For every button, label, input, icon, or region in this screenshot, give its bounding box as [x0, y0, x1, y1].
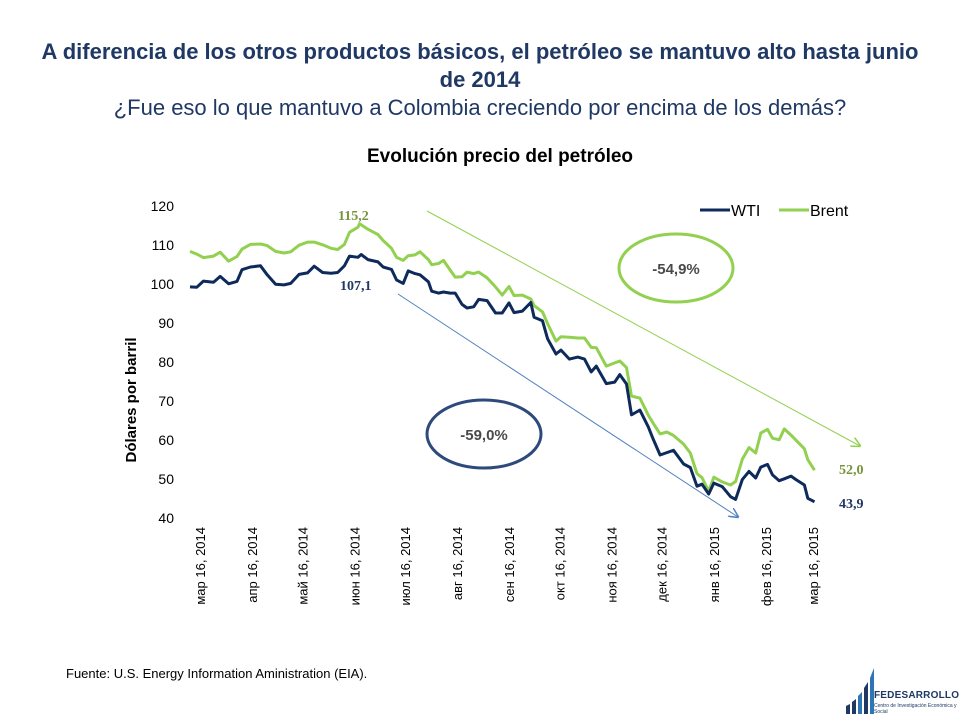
legend-label-brent: Brent	[810, 203, 849, 220]
wti-change-label: -59,0%	[460, 427, 508, 444]
x-tick-label: июн 16, 2014	[348, 527, 363, 605]
x-tick-label: июл 16, 2014	[398, 527, 413, 606]
series-line-wti	[189, 253, 816, 504]
brent-change-label: -54,9%	[652, 261, 700, 278]
wti-end-label: 43,9	[839, 497, 864, 512]
x-tick-label: фев 16, 2015	[759, 527, 774, 606]
slide-subtitle: ¿Fue eso lo que mantuvo a Colombia creci…	[113, 95, 847, 120]
x-tick-label: мар 16, 2015	[806, 527, 821, 605]
chart-title: Evolución precio del petróleo	[366, 146, 634, 167]
y-tick-label: 70	[158, 393, 174, 409]
y-tick-label: 100	[151, 276, 175, 292]
brent-trend-arrow	[426, 210, 860, 446]
source-note: Fuente: U.S. Energy Information Aministr…	[66, 666, 368, 681]
brent-end-label: 52,0	[839, 463, 864, 478]
x-tick-label: май 16, 2014	[295, 527, 310, 605]
y-tick-label: 80	[158, 354, 174, 370]
x-tick-label: янв 16, 2015	[707, 527, 722, 602]
y-axis-label: Dólares por barril	[123, 337, 140, 462]
y-tick-label: 120	[151, 198, 175, 214]
y-tick-label: 40	[158, 510, 174, 526]
slide-title: A diferencia de los otros productos bási…	[41, 39, 919, 92]
fedesarrollo-logo-icon	[846, 668, 874, 714]
x-tick-label: авг 16, 2014	[450, 527, 465, 600]
wti-change-circle	[425, 398, 543, 470]
logo-subtitle: Centro de Investigación Económica y Soci…	[874, 703, 957, 715]
legend-label-wti: WTI	[731, 203, 760, 220]
series-line-brent	[189, 222, 816, 493]
y-tick-label: 60	[158, 432, 174, 448]
x-tick-label: ноя 16, 2014	[604, 527, 619, 603]
y-tick-label: 90	[158, 315, 174, 331]
brent-peak-label: 115,2	[338, 209, 369, 224]
y-tick-label: 50	[158, 471, 174, 487]
x-tick-label: дек 16, 2014	[655, 527, 670, 602]
wti-trend-arrow	[397, 293, 738, 517]
brent-change-circle	[617, 232, 735, 304]
wti-peak-label: 107,1	[340, 279, 372, 294]
y-tick-label: 110	[152, 237, 175, 253]
logo-name: FEDESARROLLO	[874, 690, 960, 701]
x-tick-label: сен 16, 2014	[502, 527, 517, 602]
x-tick-label: апр 16, 2014	[245, 527, 260, 603]
x-tick-label: окт 16, 2014	[552, 527, 567, 600]
x-tick-label: мар 16, 2014	[193, 527, 208, 605]
